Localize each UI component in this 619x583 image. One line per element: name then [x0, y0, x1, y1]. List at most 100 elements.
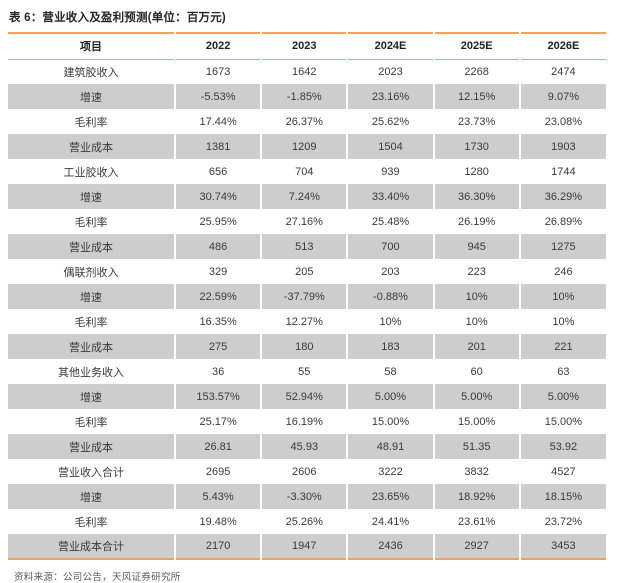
- value-cell: 1504: [346, 134, 434, 159]
- row-label-cell: 毛利率: [74, 116, 108, 129]
- value-cell: 23.16%: [346, 84, 434, 109]
- value-cell: 2268: [432, 59, 520, 84]
- value-cell: 180: [260, 334, 348, 359]
- value-cell: 2927: [432, 534, 520, 559]
- value-cell: 203: [346, 259, 434, 284]
- value-cell: 23.61%: [432, 509, 520, 534]
- value-cell: 25.48%: [346, 209, 434, 234]
- row-label-cell: 工业胶收入: [63, 166, 119, 179]
- row-label-cell: 营业成本合计: [8, 534, 176, 559]
- value-cell: 19.48%: [174, 509, 262, 534]
- value-cell: 53.92: [518, 434, 606, 459]
- row-label-cell: 营业成本: [8, 234, 176, 259]
- value-cell: -3.30%: [260, 484, 348, 509]
- value-cell: 1275: [518, 234, 606, 259]
- header-cell-year: 2023: [260, 33, 348, 60]
- value-cell: 17.44%: [174, 109, 262, 134]
- value-cell: 700: [346, 234, 434, 259]
- value-cell: 24.41%: [346, 509, 434, 534]
- table-row: 毛利率 25.95% 27.16% 25.48% 26.19% 26.89%: [8, 209, 606, 234]
- header-cell-year: 2025E: [432, 33, 520, 60]
- value-cell: 55: [260, 359, 348, 384]
- table-row: 营业成本 1381 1209 1504 1730 1903: [8, 134, 606, 159]
- value-cell: 3832: [432, 459, 520, 484]
- value-cell: 153.57%: [174, 384, 262, 409]
- value-cell: 18.92%: [432, 484, 520, 509]
- value-cell: 201: [432, 334, 520, 359]
- value-cell: 1673: [174, 59, 262, 84]
- value-cell: 22.59%: [174, 284, 262, 309]
- value-cell: 486: [174, 234, 262, 259]
- value-cell: 1903: [518, 134, 606, 159]
- value-cell: 205: [260, 259, 348, 284]
- value-cell: 48.91: [346, 434, 434, 459]
- value-cell: 15.00%: [518, 409, 606, 434]
- value-cell: 2695: [174, 459, 262, 484]
- value-cell: 704: [260, 159, 348, 184]
- value-cell: 33.40%: [346, 184, 434, 209]
- row-label-cell: 毛利率: [74, 416, 108, 429]
- value-cell: 5.00%: [518, 384, 606, 409]
- value-cell: 4527: [518, 459, 606, 484]
- row-label-cell: 其他业务收入: [58, 366, 124, 379]
- row-label-cell: 增速: [8, 484, 176, 509]
- value-cell: 25.26%: [260, 509, 348, 534]
- table-row: 偶联剂收入 329 205 203 223 246: [8, 259, 606, 284]
- value-cell: 3222: [346, 459, 434, 484]
- value-cell: 36.29%: [518, 184, 606, 209]
- value-cell: 23.72%: [518, 509, 606, 534]
- value-cell: 15.00%: [432, 409, 520, 434]
- value-cell: 329: [174, 259, 262, 284]
- table-row: 增速 -5.53% -1.85% 23.16% 12.15% 9.07%: [8, 84, 606, 109]
- value-cell: 939: [346, 159, 434, 184]
- value-cell: 246: [518, 259, 606, 284]
- table-row: 增速 153.57% 52.94% 5.00% 5.00% 5.00%: [8, 384, 606, 409]
- table-row: 营业收入合计 2695 2606 3222 3832 4527: [8, 459, 606, 484]
- value-cell: 63: [518, 359, 606, 384]
- header-cell-year: 2022: [174, 33, 262, 60]
- value-cell: 36.30%: [432, 184, 520, 209]
- table-body: 建筑胶收入 1673 1642 2023 2268 2474 增速 -5.53% -1.85% 2…: [8, 59, 606, 559]
- value-cell: 12.15%: [432, 84, 520, 109]
- value-cell: 1381: [174, 134, 262, 159]
- value-cell: 58: [346, 359, 434, 384]
- value-cell: 27.16%: [260, 209, 348, 234]
- table-row: 毛利率 19.48% 25.26% 24.41% 23.61% 23.72%: [8, 509, 606, 534]
- value-cell: 5.00%: [432, 384, 520, 409]
- table-row: 营业成本 275 180 183 201 221: [8, 334, 606, 359]
- header-cell-item: 项目: [8, 33, 176, 60]
- value-cell: 183: [346, 334, 434, 359]
- value-cell: 23.08%: [518, 109, 606, 134]
- table-row: 工业胶收入 656 704 939 1280 1744: [8, 159, 606, 184]
- value-cell: 2023: [346, 59, 434, 84]
- table-row: 毛利率 16.35% 12.27% 10% 10% 10%: [8, 309, 606, 334]
- value-cell: 26.37%: [260, 109, 348, 134]
- value-cell: 16.19%: [260, 409, 348, 434]
- table-row: 建筑胶收入 1673 1642 2023 2268 2474: [8, 59, 606, 84]
- value-cell: 16.35%: [174, 309, 262, 334]
- value-cell: 51.35: [432, 434, 520, 459]
- value-cell: 9.07%: [518, 84, 606, 109]
- value-cell: -37.79%: [260, 284, 348, 309]
- row-label-cell: 毛利率: [74, 216, 108, 229]
- value-cell: 1642: [260, 59, 348, 84]
- value-cell: 221: [518, 334, 606, 359]
- table-row: 增速 5.43% -3.30% 23.65% 18.92% 18.15%: [8, 484, 606, 509]
- value-cell: 12.27%: [260, 309, 348, 334]
- value-cell: -5.53%: [174, 84, 262, 109]
- row-label-cell: 增速: [8, 184, 176, 209]
- value-cell: 25.62%: [346, 109, 434, 134]
- value-cell: 10%: [518, 284, 606, 309]
- value-cell: 15.00%: [346, 409, 434, 434]
- value-cell: 25.17%: [174, 409, 262, 434]
- value-cell: 10%: [346, 309, 434, 334]
- value-cell: 10%: [432, 284, 520, 309]
- value-cell: 275: [174, 334, 262, 359]
- table-row: 毛利率 25.17% 16.19% 15.00% 15.00% 15.00%: [8, 409, 606, 434]
- row-label-cell: 营业成本: [8, 134, 176, 159]
- row-label-cell: 毛利率: [74, 516, 108, 529]
- source-note: 资料来源：公司公告，天风证券研究所: [14, 572, 181, 583]
- value-cell: 5.00%: [346, 384, 434, 409]
- value-cell: 60: [432, 359, 520, 384]
- header-cell-year: 2026E: [518, 33, 606, 60]
